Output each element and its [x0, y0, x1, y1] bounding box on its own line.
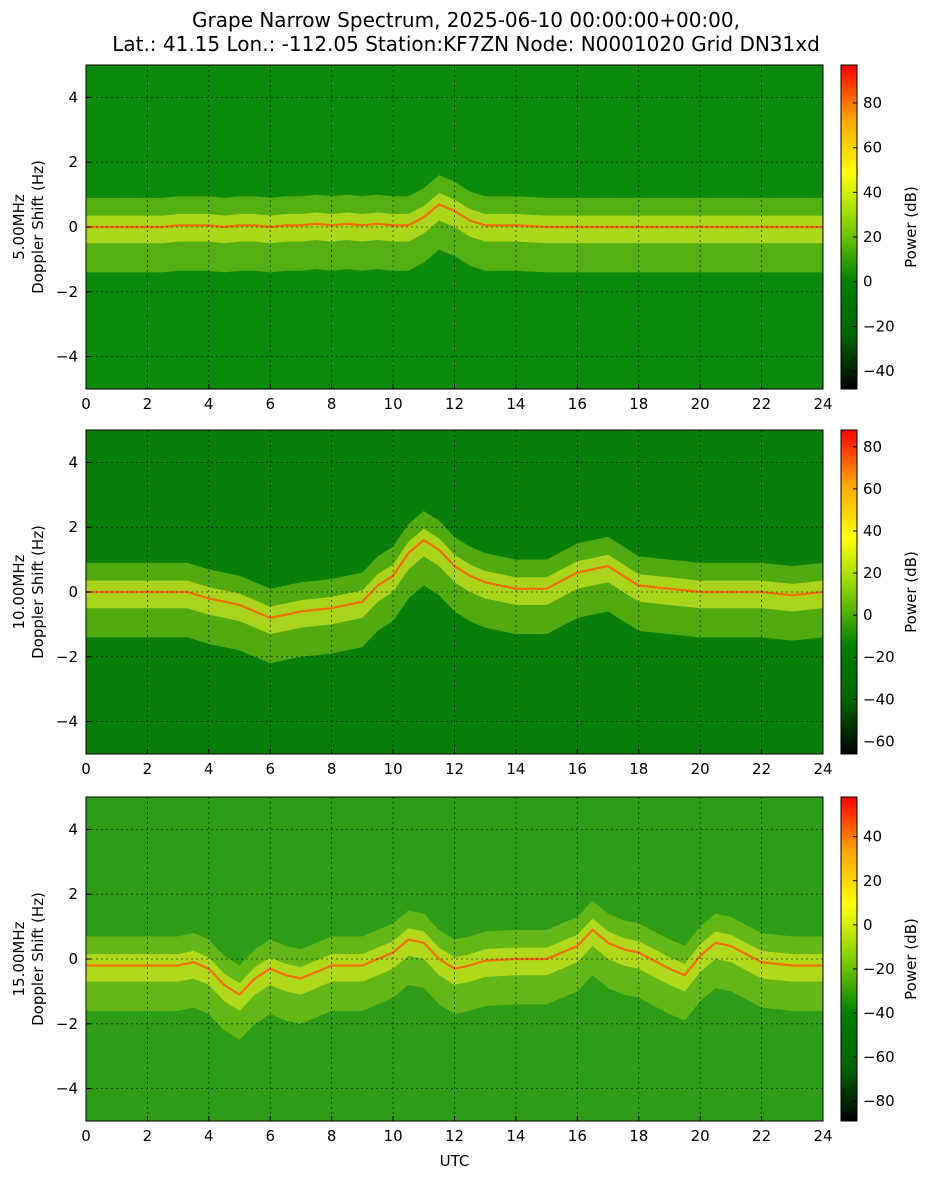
colorbar-tick-label: 0: [863, 606, 873, 624]
x-tick-label: 16: [568, 760, 587, 778]
x-tick-label: 0: [81, 760, 91, 778]
x-tick-label: 22: [752, 395, 771, 413]
colorbar-tick-label: 20: [863, 564, 882, 582]
colorbar-tick-label: 60: [863, 139, 882, 157]
colorbar-tick-label: −60: [863, 732, 895, 750]
y-tick-label: −2: [56, 283, 78, 301]
colorbar-label: Power (dB): [902, 551, 920, 633]
colorbar: [840, 429, 858, 755]
y-axis-label-frequency: 10.00MHz: [10, 554, 28, 629]
colorbar-label: Power (dB): [902, 186, 920, 268]
x-tick-label: 4: [204, 395, 214, 413]
x-tick-label: 10: [384, 395, 403, 413]
x-tick-label: 24: [813, 1127, 832, 1145]
x-tick-label: 4: [204, 760, 214, 778]
colorbar-tick-label: 40: [863, 828, 882, 846]
x-tick-label: 12: [445, 1127, 464, 1145]
y-tick-label: 0: [68, 218, 78, 236]
y-tick-label: −4: [56, 1080, 78, 1098]
x-tick-label: 2: [143, 760, 153, 778]
x-tick-label: 16: [568, 1127, 587, 1145]
figure-title-line-2: Lat.: 41.15 Lon.: -112.05 Station:KF7ZN …: [112, 32, 820, 56]
x-tick-label: 20: [691, 395, 710, 413]
x-tick-label: 8: [327, 760, 337, 778]
y-tick-label: −2: [56, 648, 78, 666]
y-tick-label: 4: [68, 453, 78, 471]
y-tick-label: −4: [56, 348, 78, 366]
x-tick-label: 20: [691, 1127, 710, 1145]
colorbar-tick-label: −40: [863, 690, 895, 708]
x-tick-label: 6: [265, 1127, 275, 1145]
colorbar-tick-label: −40: [863, 362, 895, 380]
y-axis-label-frequency: 15.00MHz: [10, 921, 28, 996]
x-tick-label: 4: [204, 1127, 214, 1145]
y-axis-label: Doppler Shift (Hz): [29, 525, 47, 659]
y-tick-label: 2: [68, 518, 78, 536]
colorbar-tick-label: 0: [863, 273, 873, 291]
colorbar-tick-label: 80: [863, 94, 882, 112]
colorbar-tick-label: 40: [863, 522, 882, 540]
x-tick-label: 2: [143, 1127, 153, 1145]
figure-title-line-1: Grape Narrow Spectrum, 2025-06-10 00:00:…: [192, 8, 740, 32]
colorbar: [840, 64, 858, 390]
y-tick-label: −4: [56, 713, 78, 731]
x-tick-label: 2: [143, 395, 153, 413]
x-tick-label: 20: [691, 760, 710, 778]
x-tick-label: 12: [445, 395, 464, 413]
y-tick-label: 4: [68, 88, 78, 106]
y-tick-label: 0: [68, 950, 78, 968]
colorbar-tick-label: −60: [863, 1048, 895, 1066]
x-tick-label: 18: [629, 1127, 648, 1145]
y-axis-label-frequency: 5.00MHz: [10, 194, 28, 260]
x-tick-label: 14: [506, 760, 525, 778]
colorbar-tick-label: 40: [863, 183, 882, 201]
signal-core: [86, 918, 823, 1011]
carrier-trace: [86, 928, 823, 997]
x-tick-label: 22: [752, 1127, 771, 1145]
colorbar-tick-label: −20: [863, 317, 895, 335]
x-tick-label: 8: [327, 1127, 337, 1145]
x-tick-label: 0: [81, 395, 91, 413]
colorbar-tick-label: −80: [863, 1092, 895, 1110]
colorbar-tick-label: 80: [863, 438, 882, 456]
colorbar-tick-label: −40: [863, 1004, 895, 1022]
x-axis-label: UTC: [440, 1152, 470, 1170]
y-tick-label: 0: [68, 583, 78, 601]
x-tick-label: 24: [813, 760, 832, 778]
colorbar-tick-label: 60: [863, 480, 882, 498]
carrier-trace: [86, 538, 823, 620]
colorbar-tick-label: 20: [863, 228, 882, 246]
colorbar-tick-label: −20: [863, 648, 895, 666]
x-tick-label: 22: [752, 760, 771, 778]
colorbar-tick-label: 0: [863, 916, 873, 934]
x-tick-label: 18: [629, 760, 648, 778]
x-tick-label: 0: [81, 1127, 91, 1145]
colorbar: [840, 796, 858, 1122]
x-tick-label: 14: [506, 395, 525, 413]
y-tick-label: −2: [56, 1015, 78, 1033]
x-tick-label: 8: [327, 395, 337, 413]
y-tick-label: 2: [68, 885, 78, 903]
colorbar-tick-label: 20: [863, 872, 882, 890]
x-tick-label: 10: [384, 760, 403, 778]
y-axis-label: Doppler Shift (Hz): [29, 160, 47, 294]
x-tick-label: 18: [629, 395, 648, 413]
y-tick-label: 2: [68, 153, 78, 171]
colorbar-tick-label: −20: [863, 960, 895, 978]
y-tick-label: 4: [68, 820, 78, 838]
x-tick-label: 14: [506, 1127, 525, 1145]
y-axis-label: Doppler Shift (Hz): [29, 892, 47, 1026]
x-tick-label: 16: [568, 395, 587, 413]
x-tick-label: 24: [813, 395, 832, 413]
x-tick-label: 6: [265, 760, 275, 778]
x-tick-label: 12: [445, 760, 464, 778]
colorbar-label: Power (dB): [902, 918, 920, 1000]
x-tick-label: 10: [384, 1127, 403, 1145]
x-tick-label: 6: [265, 395, 275, 413]
